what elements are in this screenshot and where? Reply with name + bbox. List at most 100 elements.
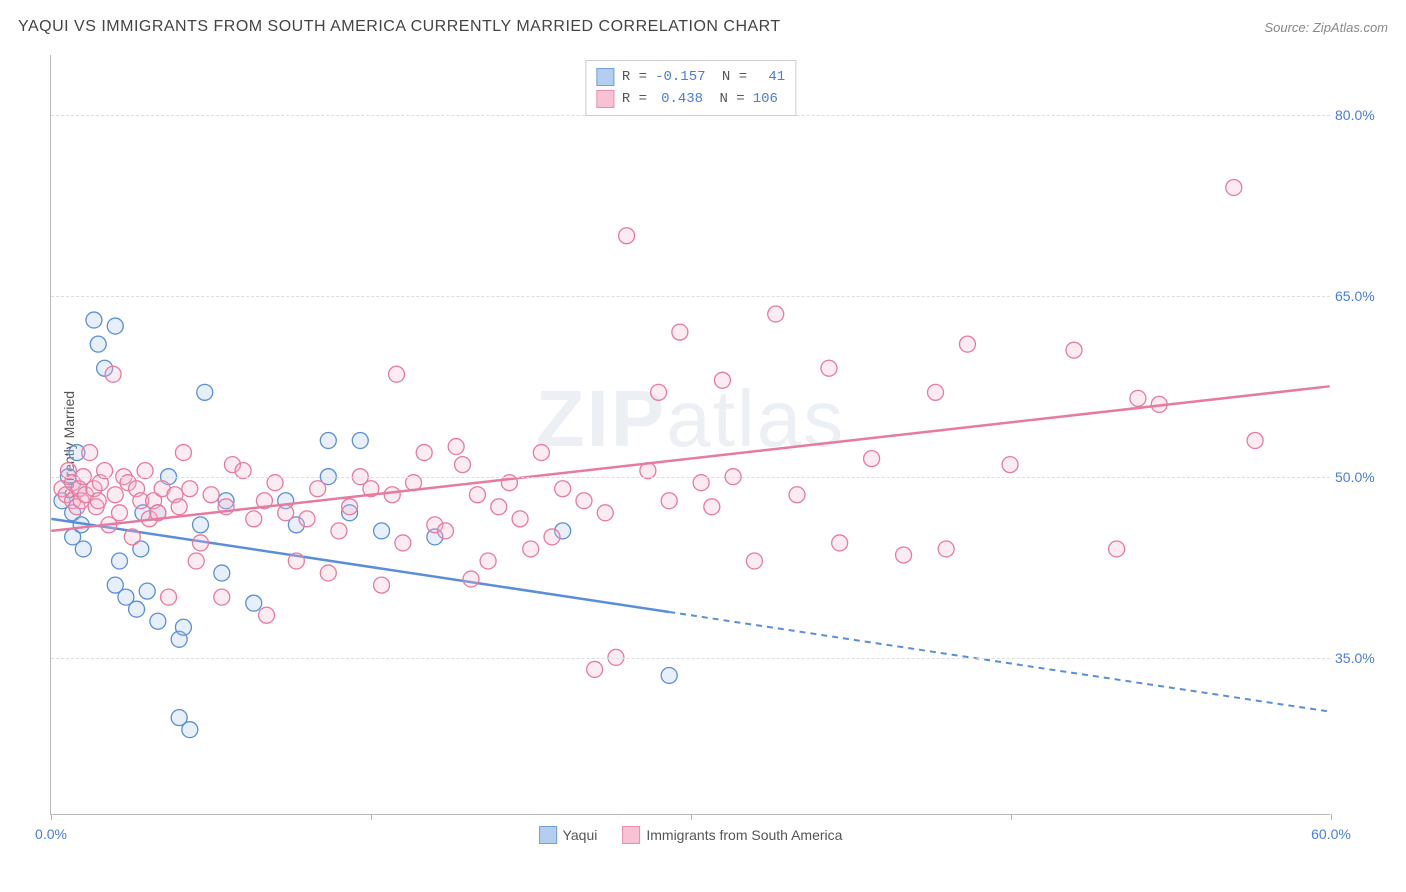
data-point <box>1247 433 1263 449</box>
data-point <box>821 360 837 376</box>
data-point <box>192 517 208 533</box>
data-point <box>491 499 507 515</box>
correlation-chart: Currently Married ZIPatlas R = -0.157 N … <box>50 55 1370 835</box>
data-point <box>175 445 191 461</box>
data-point <box>463 571 479 587</box>
data-point <box>107 487 123 503</box>
data-point <box>112 553 128 569</box>
data-point <box>896 547 912 563</box>
data-point <box>661 493 677 509</box>
data-point <box>150 613 166 629</box>
legend-row-immigrants: R = 0.438 N = 106 <box>596 88 785 110</box>
legend-label: Immigrants from South America <box>646 827 842 843</box>
data-point <box>320 433 336 449</box>
data-point <box>746 553 762 569</box>
data-point <box>768 306 784 322</box>
legend-item-yaqui: Yaqui <box>539 826 598 844</box>
data-point <box>299 511 315 527</box>
data-point <box>448 439 464 455</box>
data-point <box>469 487 485 503</box>
data-point <box>342 499 358 515</box>
data-point <box>246 595 262 611</box>
x-tick-label: 0.0% <box>35 826 67 842</box>
data-point <box>192 535 208 551</box>
data-point <box>139 583 155 599</box>
data-point <box>129 601 145 617</box>
data-point <box>533 445 549 461</box>
data-point <box>320 565 336 581</box>
x-tick-mark <box>1011 814 1012 820</box>
data-point <box>555 481 571 497</box>
data-point <box>175 619 191 635</box>
data-point <box>395 535 411 551</box>
data-point <box>188 553 204 569</box>
x-tick-mark <box>51 814 52 820</box>
data-point <box>523 541 539 557</box>
data-point <box>197 384 213 400</box>
legend-label: Yaqui <box>563 827 598 843</box>
data-point <box>661 667 677 683</box>
data-point <box>161 589 177 605</box>
data-point <box>203 487 219 503</box>
data-point <box>480 553 496 569</box>
data-point <box>714 372 730 388</box>
data-point <box>124 529 140 545</box>
chart-svg <box>51 55 1330 814</box>
y-tick-label: 35.0% <box>1335 650 1380 666</box>
data-point <box>704 499 720 515</box>
data-point <box>587 661 603 677</box>
legend-item-immigrants: Immigrants from South America <box>622 826 842 844</box>
data-point <box>374 523 390 539</box>
data-point <box>82 445 98 461</box>
data-point <box>86 312 102 328</box>
legend-swatch-yaqui <box>596 68 614 86</box>
page-title: YAQUI VS IMMIGRANTS FROM SOUTH AMERICA C… <box>18 18 781 36</box>
y-tick-label: 80.0% <box>1335 107 1380 123</box>
data-point <box>90 493 106 509</box>
data-point <box>512 511 528 527</box>
data-point <box>416 445 432 461</box>
data-point <box>1130 390 1146 406</box>
grid-line <box>51 477 1330 478</box>
data-point <box>374 577 390 593</box>
y-tick-label: 65.0% <box>1335 288 1380 304</box>
data-point <box>455 457 471 473</box>
grid-line <box>51 296 1330 297</box>
legend-row-yaqui: R = -0.157 N = 41 <box>596 66 785 88</box>
trend-line <box>51 386 1329 531</box>
data-point <box>864 451 880 467</box>
data-point <box>90 336 106 352</box>
data-point <box>259 607 275 623</box>
source-attribution: Source: ZipAtlas.com <box>1264 20 1388 35</box>
data-point <box>171 499 187 515</box>
data-point <box>388 366 404 382</box>
data-point <box>438 523 454 539</box>
series-legend: Yaqui Immigrants from South America <box>539 826 843 844</box>
data-point <box>288 553 304 569</box>
data-point <box>246 511 262 527</box>
correlation-legend: R = -0.157 N = 41 R = 0.438 N = 106 <box>585 60 796 116</box>
data-point <box>651 384 667 400</box>
data-point <box>112 505 128 521</box>
data-point <box>1109 541 1125 557</box>
data-point <box>214 589 230 605</box>
data-point <box>352 433 368 449</box>
x-tick-mark <box>371 814 372 820</box>
trend-line-extrapolated <box>669 612 1329 712</box>
legend-swatch-immigrants <box>596 90 614 108</box>
data-point <box>832 535 848 551</box>
data-point <box>182 481 198 497</box>
data-point <box>938 541 954 557</box>
plot-area: ZIPatlas R = -0.157 N = 41 R = 0.438 N =… <box>50 55 1330 815</box>
data-point <box>1002 457 1018 473</box>
data-point <box>959 336 975 352</box>
data-point <box>384 487 400 503</box>
data-point <box>928 384 944 400</box>
data-point <box>576 493 592 509</box>
grid-line <box>51 658 1330 659</box>
data-point <box>597 505 613 521</box>
data-point <box>182 722 198 738</box>
data-point <box>107 318 123 334</box>
data-point <box>331 523 347 539</box>
x-tick-mark <box>1331 814 1332 820</box>
